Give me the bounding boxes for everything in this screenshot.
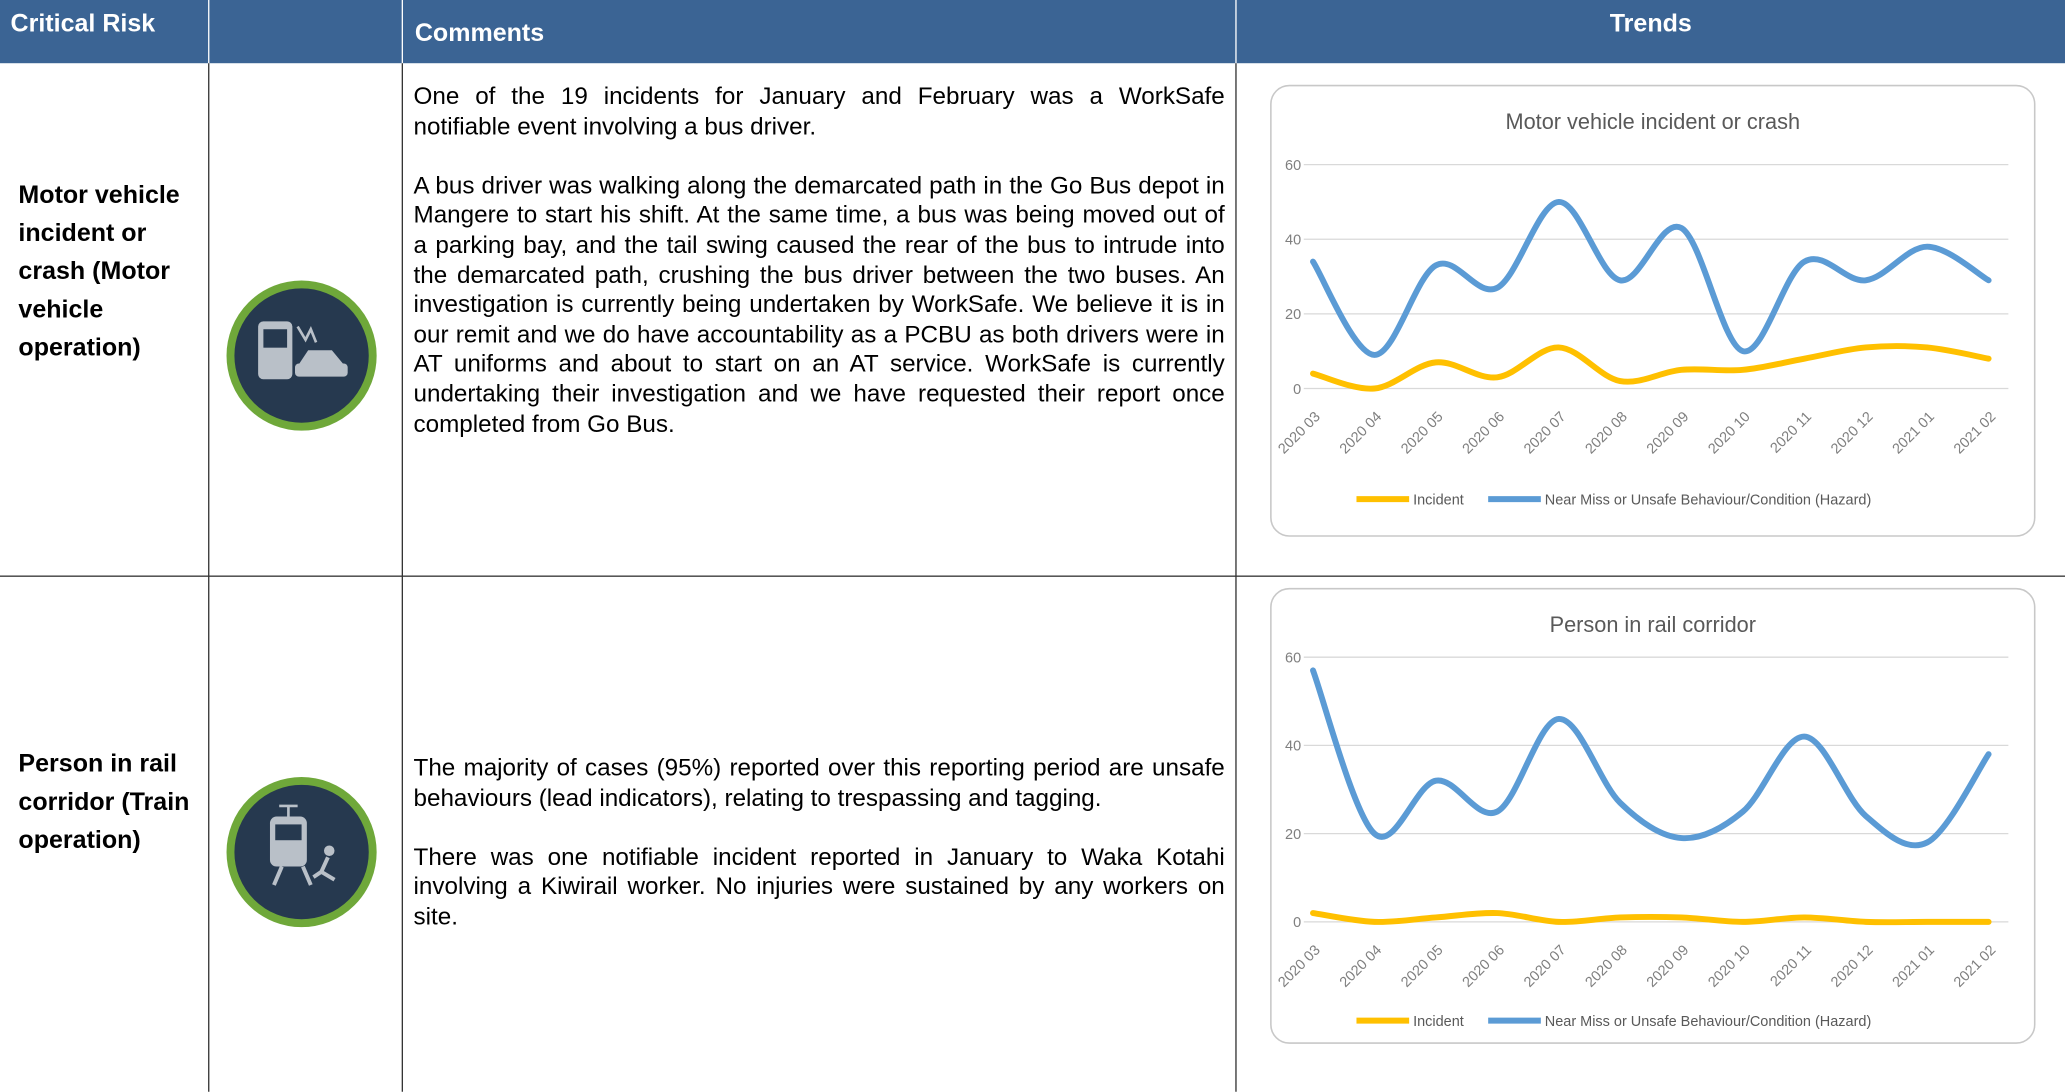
series-line — [1310, 910, 1992, 926]
y-tick-label: 0 — [1293, 382, 1301, 398]
header-text: Critical Risk — [10, 10, 156, 39]
legend-label: Near Miss or Unsafe Behaviour/Condition … — [1545, 1014, 1872, 1030]
y-tick-label: 20 — [1285, 827, 1301, 843]
border — [401, 63, 403, 1092]
chart-title: Motor vehicle incident or crash — [1506, 109, 1801, 134]
border — [0, 575, 2065, 577]
legend-label: Incident — [1413, 492, 1464, 508]
header-text: Trends — [1609, 10, 1692, 39]
y-tick-label: 20 — [1285, 307, 1301, 323]
series-line — [1310, 198, 1992, 358]
series-line — [1310, 667, 1992, 849]
paragraph: The majority of cases (95%) reported ove… — [413, 753, 1225, 811]
y-tick-label: 0 — [1293, 915, 1301, 931]
y-tick-label: 40 — [1285, 233, 1301, 249]
y-tick-label: 40 — [1285, 739, 1301, 755]
chart-frame — [1270, 587, 2036, 1044]
paragraph: A bus driver was walking along the demar… — [413, 170, 1225, 437]
border — [208, 63, 210, 1092]
paragraph: There was one notifiable incident report… — [413, 842, 1225, 930]
header-cell: Trends — [1236, 0, 2065, 64]
header-cell — [209, 0, 402, 64]
header-cell: Critical Risk — [0, 0, 209, 64]
chart-title: Person in rail corridor — [1550, 612, 1756, 637]
header-cell: Comments — [402, 0, 1236, 64]
train-icon — [226, 777, 377, 928]
risk-label: Motor vehicle incident or crash (Motor v… — [18, 181, 180, 363]
bus-icon — [226, 280, 377, 431]
legend-label: Incident — [1413, 1014, 1464, 1030]
paragraph: One of the 19 incidents for January and … — [413, 81, 1225, 140]
y-tick-label: 60 — [1285, 158, 1301, 174]
y-tick-label: 60 — [1285, 650, 1301, 666]
series-line — [1310, 343, 1992, 392]
border — [1235, 63, 1237, 1092]
chart-frame — [1270, 84, 2036, 537]
comments: The majority of cases (95%) reported ove… — [414, 753, 1225, 961]
comments: One of the 19 incidents for January and … — [414, 82, 1225, 469]
risk-label: Person in rail corridor (Train operation… — [18, 750, 190, 855]
header-text: Comments — [414, 19, 545, 48]
legend-label: Near Miss or Unsafe Behaviour/Condition … — [1545, 492, 1872, 508]
